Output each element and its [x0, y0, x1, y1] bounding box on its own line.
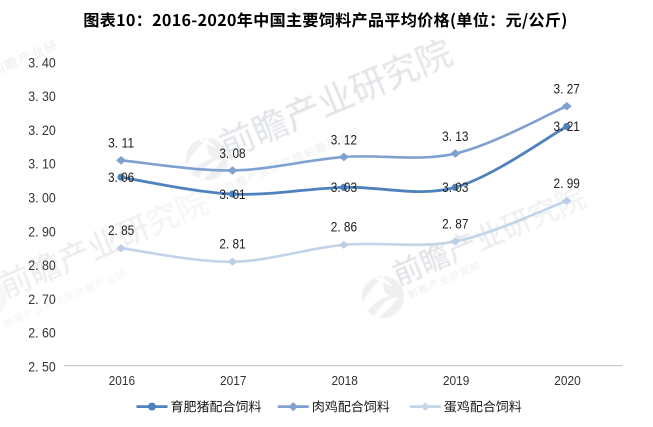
- svg-text:3. 20: 3. 20: [28, 123, 56, 138]
- svg-text:2. 86: 2. 86: [331, 220, 357, 235]
- svg-text:3. 00: 3. 00: [28, 191, 56, 206]
- svg-text:2016: 2016: [109, 373, 136, 388]
- svg-text:2018: 2018: [331, 373, 358, 388]
- svg-text:2. 70: 2. 70: [28, 292, 56, 307]
- svg-text:3. 06: 3. 06: [108, 170, 134, 185]
- svg-text:2. 81: 2. 81: [219, 237, 245, 252]
- svg-text:3. 10: 3. 10: [28, 157, 56, 172]
- svg-text:2. 80: 2. 80: [28, 258, 56, 273]
- svg-text:3. 03: 3. 03: [442, 180, 468, 195]
- svg-text:2. 50: 2. 50: [28, 360, 56, 375]
- svg-text:3. 11: 3. 11: [108, 136, 134, 151]
- svg-text:3. 30: 3. 30: [28, 89, 56, 104]
- svg-text:3. 27: 3. 27: [554, 82, 580, 97]
- svg-text:3. 13: 3. 13: [442, 129, 468, 144]
- svg-text:3. 21: 3. 21: [554, 119, 580, 134]
- svg-text:2019: 2019: [443, 373, 470, 388]
- svg-text:3. 01: 3. 01: [219, 187, 245, 202]
- svg-text:2. 87: 2. 87: [442, 216, 468, 231]
- svg-text:2. 99: 2. 99: [554, 176, 580, 191]
- svg-text:2. 85: 2. 85: [108, 223, 134, 238]
- svg-text:2020: 2020: [554, 373, 581, 388]
- svg-text:2. 60: 2. 60: [28, 326, 56, 341]
- svg-text:2. 90: 2. 90: [28, 224, 56, 239]
- svg-text:3. 40: 3. 40: [28, 55, 56, 70]
- svg-text:3. 12: 3. 12: [331, 132, 357, 147]
- svg-text:3. 03: 3. 03: [331, 180, 357, 195]
- svg-text:2017: 2017: [220, 373, 247, 388]
- svg-text:3. 08: 3. 08: [219, 146, 245, 161]
